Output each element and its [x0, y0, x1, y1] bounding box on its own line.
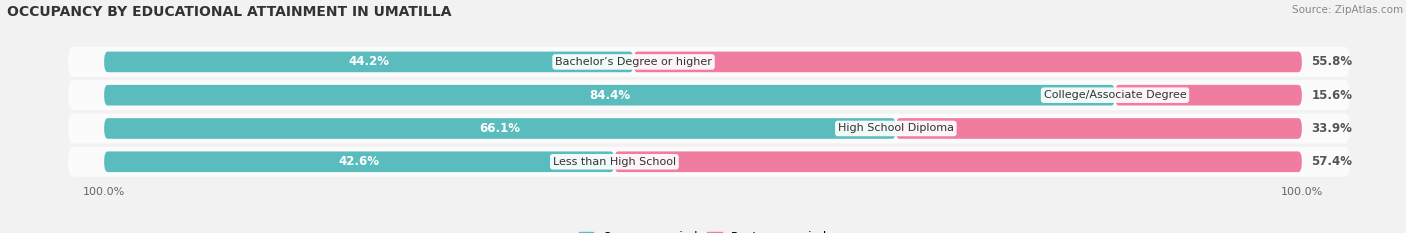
Text: 42.6%: 42.6%	[339, 155, 380, 168]
FancyBboxPatch shape	[896, 118, 1302, 139]
Legend: Owner-occupied, Renter-occupied: Owner-occupied, Renter-occupied	[574, 226, 832, 233]
Text: 33.9%: 33.9%	[1312, 122, 1353, 135]
Text: Source: ZipAtlas.com: Source: ZipAtlas.com	[1292, 5, 1403, 15]
FancyBboxPatch shape	[69, 147, 1350, 177]
FancyBboxPatch shape	[104, 118, 896, 139]
Text: 15.6%: 15.6%	[1312, 89, 1353, 102]
FancyBboxPatch shape	[1115, 85, 1302, 106]
FancyBboxPatch shape	[104, 51, 634, 72]
Text: 84.4%: 84.4%	[589, 89, 630, 102]
Text: 66.1%: 66.1%	[479, 122, 520, 135]
Text: 55.8%: 55.8%	[1312, 55, 1353, 69]
FancyBboxPatch shape	[69, 113, 1350, 144]
Text: High School Diploma: High School Diploma	[838, 123, 953, 134]
FancyBboxPatch shape	[104, 151, 614, 172]
Text: 57.4%: 57.4%	[1312, 155, 1353, 168]
FancyBboxPatch shape	[69, 47, 1350, 77]
FancyBboxPatch shape	[614, 151, 1302, 172]
Text: Less than High School: Less than High School	[553, 157, 676, 167]
FancyBboxPatch shape	[104, 85, 1115, 106]
Text: Bachelor’s Degree or higher: Bachelor’s Degree or higher	[555, 57, 711, 67]
Text: OCCUPANCY BY EDUCATIONAL ATTAINMENT IN UMATILLA: OCCUPANCY BY EDUCATIONAL ATTAINMENT IN U…	[7, 5, 451, 19]
Text: College/Associate Degree: College/Associate Degree	[1043, 90, 1187, 100]
Text: 44.2%: 44.2%	[349, 55, 389, 69]
FancyBboxPatch shape	[634, 51, 1302, 72]
FancyBboxPatch shape	[69, 80, 1350, 110]
